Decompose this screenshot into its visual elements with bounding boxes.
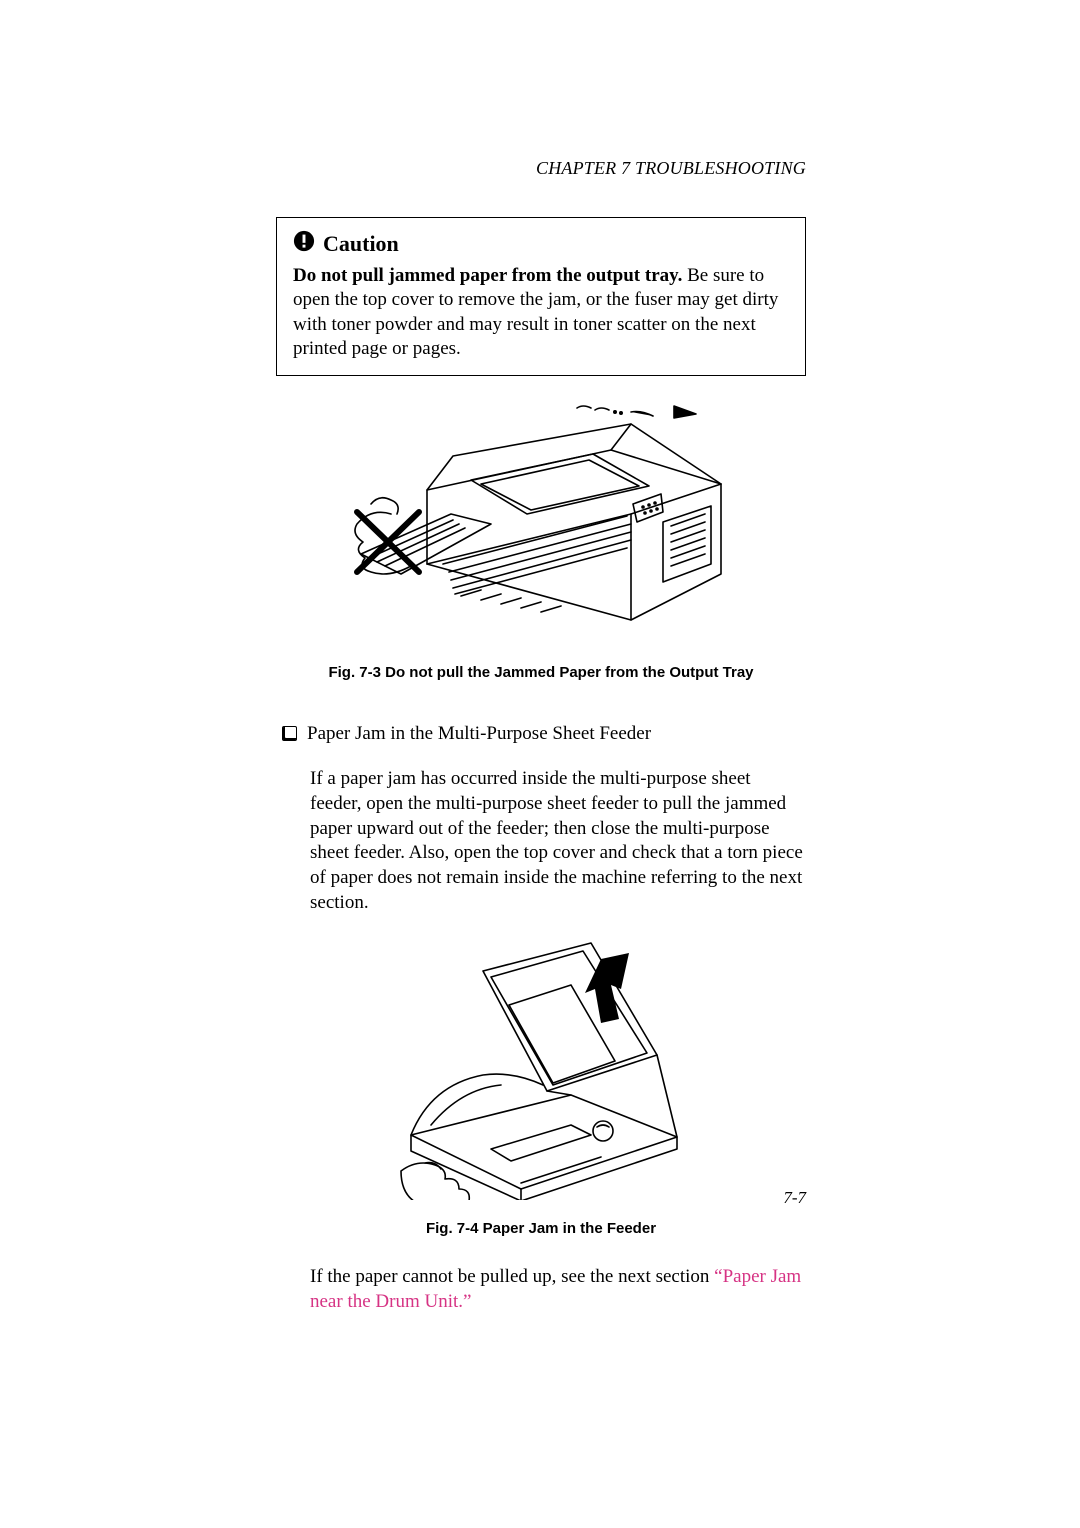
figure-7-4-caption: Fig. 7-4 Paper Jam in the Feeder <box>426 1220 656 1237</box>
chapter-header: CHAPTER 7 TROUBLESHOOTING <box>276 158 806 179</box>
figure-7-3: Fig. 7-3 Do not pull the Jammed Paper fr… <box>276 394 806 681</box>
body-paragraph-1: If a paper jam has occurred inside the m… <box>310 767 806 915</box>
figure-7-3-caption: Fig. 7-3 Do not pull the Jammed Paper fr… <box>328 664 753 681</box>
bullet-icon <box>282 726 297 741</box>
body2-pre: If the paper cannot be pulled up, see th… <box>310 1266 714 1287</box>
body-paragraph-2: If the paper cannot be pulled up, see th… <box>310 1265 806 1314</box>
section-bullet: Paper Jam in the Multi-Purpose Sheet Fee… <box>282 723 806 745</box>
caution-title: Caution <box>323 231 399 257</box>
printer-illustration-2 <box>371 935 711 1200</box>
figure-7-4: Fig. 7-4 Paper Jam in the Feeder <box>276 935 806 1237</box>
caution-lead: Do not pull jammed paper from the output… <box>293 265 682 286</box>
caution-box: Caution Do not pull jammed paper from th… <box>276 217 806 376</box>
section-title: Paper Jam in the Multi-Purpose Sheet Fee… <box>307 723 651 745</box>
page-number: 7-7 <box>783 1188 806 1208</box>
printer-illustration-1 <box>331 394 751 644</box>
caution-body: Do not pull jammed paper from the output… <box>293 264 789 361</box>
caution-icon <box>293 230 315 258</box>
page-content: CHAPTER 7 TROUBLESHOOTING Caution Do not… <box>276 158 806 1315</box>
caution-title-row: Caution <box>293 230 789 258</box>
